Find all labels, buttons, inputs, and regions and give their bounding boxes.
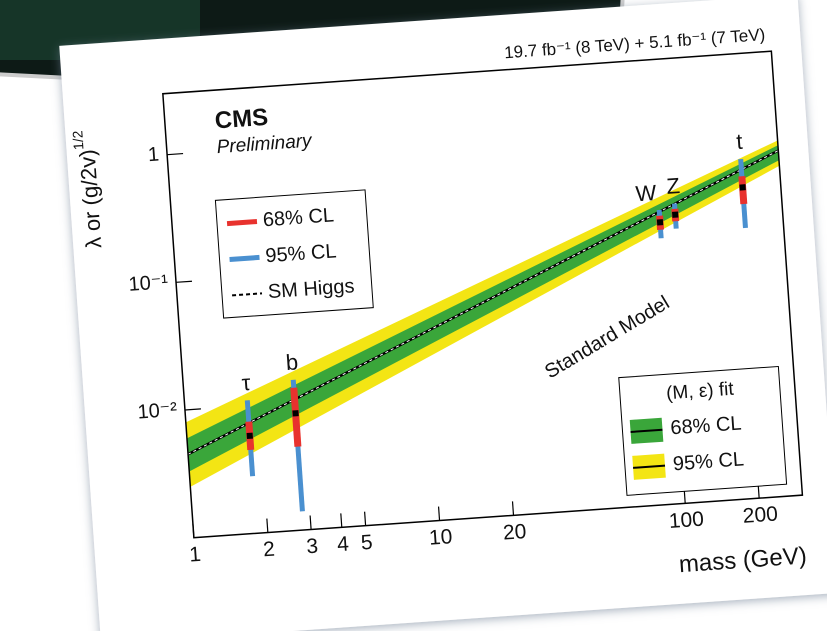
x-tick-label: 200 [742, 502, 779, 527]
y-tick [184, 408, 201, 411]
particle-label: τ [241, 370, 252, 396]
error-bar-68 [290, 387, 302, 447]
x-tick [309, 515, 312, 530]
y-tick-label: 1 [147, 144, 160, 167]
fit-legend-label: 68% CL [670, 413, 743, 440]
fit-legend-title: (M, ε) fit [665, 379, 735, 405]
y-tick [175, 280, 193, 283]
x-tick-label: 5 [360, 531, 373, 555]
particle-label: W [635, 180, 658, 206]
x-tick-label: 20 [502, 520, 527, 545]
y-tick-label: 10⁻¹ [128, 271, 169, 296]
x-tick-label: 3 [306, 535, 319, 559]
y-tick-label: 10⁻² [137, 399, 178, 424]
x-tick [340, 513, 343, 528]
x-tick-label: 100 [668, 508, 705, 533]
y-tick [167, 152, 184, 156]
y-axis-label-sup: 1/2 [69, 130, 86, 151]
point-marker [246, 432, 253, 440]
x-tick-label: 1 [188, 543, 201, 567]
sm-higgs-line [187, 150, 779, 455]
legend-swatch [232, 292, 263, 297]
plot-frame [162, 50, 804, 539]
point-marker [656, 219, 664, 226]
x-tick-label: 10 [428, 525, 453, 550]
fit-legend-line [633, 464, 666, 469]
legend-label: 95% CL [265, 240, 338, 267]
point-marker [739, 184, 746, 191]
particle-label: t [736, 129, 744, 154]
x-tick-label: 2 [262, 538, 275, 562]
legend-label: 68% CL [262, 204, 335, 231]
legend-swatch [226, 219, 258, 227]
x-tick [192, 523, 195, 538]
x-tick [437, 506, 441, 521]
particle-label: b [285, 349, 299, 375]
point-marker [292, 410, 299, 417]
x-tick [266, 518, 269, 533]
fit-legend-label: 95% CL [672, 448, 745, 475]
x-tick-label: 4 [336, 532, 350, 556]
point-marker [672, 211, 679, 218]
particle-label: Z [666, 173, 681, 199]
x-tick [364, 511, 367, 526]
x-tick [511, 501, 515, 516]
fit-legend-line [630, 428, 663, 433]
legend-swatch [229, 254, 260, 263]
experiment: CMS [214, 104, 269, 135]
